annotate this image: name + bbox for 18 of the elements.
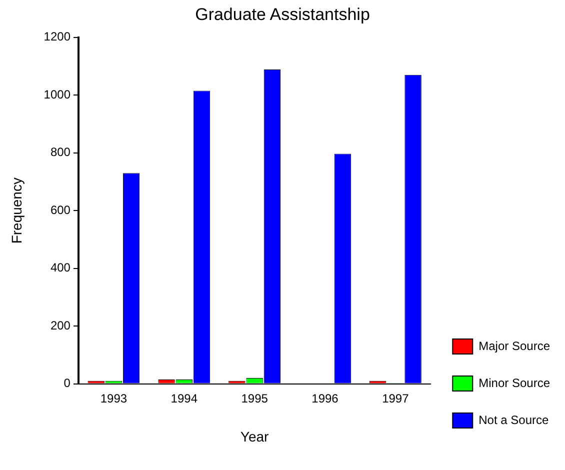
y-tick-label: 200 bbox=[50, 318, 71, 332]
legend-label: Major Source bbox=[478, 338, 550, 353]
x-tick-label: 1995 bbox=[241, 391, 268, 406]
y-axis-title: Frequency bbox=[8, 178, 24, 244]
x-tick-label: 1993 bbox=[100, 391, 128, 406]
legend-label: Not a Source bbox=[478, 412, 549, 427]
y-tick-label: 1000 bbox=[44, 87, 71, 102]
chart-title: Graduate Assistantship bbox=[195, 4, 370, 24]
y-tick-label: 1200 bbox=[44, 30, 71, 44]
y-tick-label: 400 bbox=[50, 260, 71, 275]
x-tick-label: 1996 bbox=[312, 391, 339, 406]
y-tick-label: 800 bbox=[50, 145, 71, 160]
x-axis-title: Year bbox=[240, 428, 270, 444]
x-tick-label: 1997 bbox=[382, 391, 410, 406]
legend-label: Minor Source bbox=[478, 376, 550, 390]
y-tick-label: 600 bbox=[50, 202, 71, 217]
x-tick-label: 1994 bbox=[170, 391, 198, 406]
y-tick-label: 0 bbox=[64, 376, 71, 390]
